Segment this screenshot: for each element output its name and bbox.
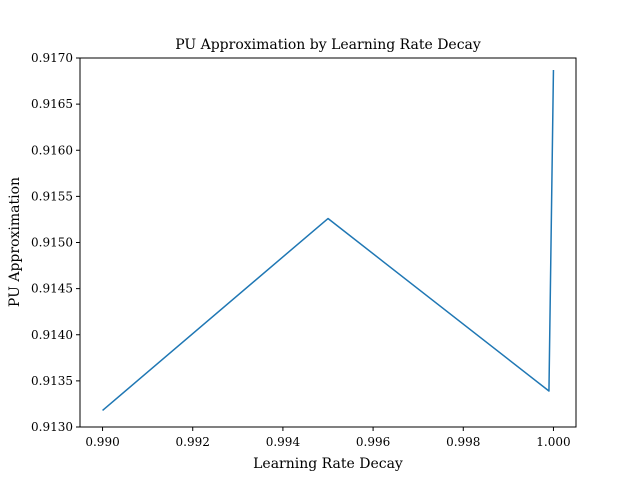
y-tick-label: 0.9160: [31, 143, 73, 157]
y-tick-label: 0.9170: [31, 51, 73, 65]
y-tick-label: 0.9145: [31, 282, 73, 296]
y-tick-label: 0.9130: [31, 420, 73, 434]
axes-frame: [79, 57, 577, 428]
y-tick-label: 0.9140: [31, 328, 73, 342]
x-axis-ticks: 0.990 0.992 0.994 0.996 0.998 1.000: [85, 427, 571, 449]
x-tick-label: 0.990: [85, 435, 119, 449]
chart-title: PU Approximation by Learning Rate Decay: [175, 37, 481, 53]
x-tick-label: 1.000: [536, 435, 570, 449]
x-tick-label: 0.994: [266, 435, 301, 449]
x-tick-label: 0.996: [356, 435, 390, 449]
x-tick-label: 0.992: [176, 435, 210, 449]
y-tick-label: 0.9155: [31, 189, 73, 203]
y-axis-label: PU Approximation: [7, 177, 23, 307]
y-axis-ticks: 0.9130 0.9135 0.9140 0.9145 0.9150 0.9155 0.91…: [31, 51, 80, 434]
y-tick-label: 0.9150: [31, 236, 73, 250]
y-tick-label: 0.9165: [31, 97, 73, 111]
plot-area: [102, 69, 555, 411]
y-tick-label: 0.9135: [31, 374, 73, 388]
x-tick-label: 0.998: [446, 435, 480, 449]
series-line: [102, 69, 555, 411]
x-axis-label: Learning Rate Decay: [253, 456, 403, 472]
